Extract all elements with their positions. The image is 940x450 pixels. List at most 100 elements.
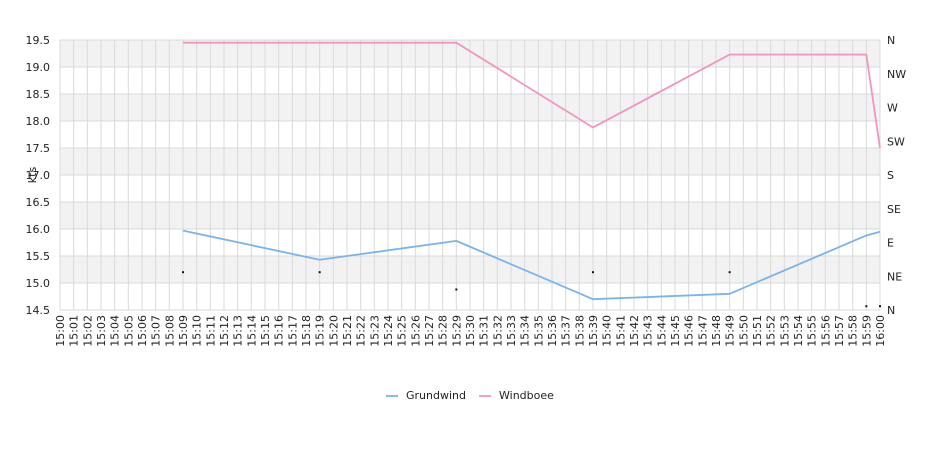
x-tick-label: 15:46 [683,315,696,347]
y-tick-label: 19.0 [26,61,51,74]
horizontal-gridlines [60,39,880,311]
x-tick-label: 15:53 [778,315,791,347]
right-axis-label: S [887,169,894,182]
x-tick-label: 15:48 [710,315,723,347]
right-axis-label: N [887,34,895,47]
legend-item-windboee[interactable]: Windboee [479,389,554,402]
x-tick-label: 15:02 [81,315,94,347]
x-tick-label: 15:59 [860,315,873,347]
legend-item-grundwind[interactable]: Grundwind [386,389,466,402]
x-tick-label: 15:17 [286,315,299,347]
x-tick-label: 15:39 [587,315,600,347]
x-tick-label: 15:54 [792,315,805,347]
x-axis-ticks: 15:00 15:01 15:02 15:03 15:04 15:05 15:06 15:07… [54,315,887,347]
direction-marker [879,305,881,308]
x-tick-label: 15:14 [245,315,258,347]
x-tick-label: 15:27 [423,315,436,347]
x-tick-label: 15:16 [273,315,286,347]
x-tick-label: 15:05 [122,315,135,347]
y-axis-label: kts [26,167,39,184]
x-tick-label: 15:26 [409,315,422,347]
x-tick-label: 15:12 [218,315,231,347]
x-tick-label: 15:03 [95,315,108,347]
x-tick-label: 15:50 [737,315,750,347]
y-tick-label: 17.5 [26,142,51,155]
x-tick-label: 15:44 [655,315,668,347]
y-tick-label: 16.5 [26,196,51,209]
direction-marker [592,271,594,274]
x-tick-label: 15:30 [464,315,477,347]
x-tick-label: 15:41 [614,315,627,347]
x-tick-label: 15:09 [177,315,190,347]
y-tick-label: 17.0 [26,169,51,182]
x-tick-label: 15:20 [327,315,340,347]
x-tick-label: 15:18 [300,315,313,347]
y-axis-ticks: 14.5 15.0 15.5 16.0 16.5 17.0 17.5 18.0 18.5 19.0… [26,34,51,317]
x-tick-label: 15:55 [806,315,819,347]
series-lines [182,41,881,301]
right-axis-label: E [887,237,894,250]
x-tick-label: 15:33 [505,315,518,347]
direction-marker [318,271,321,274]
x-tick-label: 15:22 [355,315,368,347]
x-tick-label: 15:04 [109,315,122,347]
right-axis-label: W [887,102,898,115]
right-axis-label: N [887,304,895,317]
x-tick-label: 15:58 [847,315,860,347]
x-tick-label: 15:07 [150,315,163,347]
x-tick-label: 15:40 [601,315,614,347]
x-tick-label: 15:49 [724,315,737,347]
x-tick-label: 15:28 [437,315,450,347]
x-tick-label: 15:21 [341,315,354,347]
legend-label: Windboee [499,389,554,402]
x-tick-label: 15:25 [396,315,409,347]
x-tick-label: 15:47 [696,315,709,347]
x-tick-label: 15:23 [368,315,381,347]
x-tick-label: 15:51 [751,315,764,347]
direction-marker [455,288,458,291]
x-tick-label: 15:24 [382,315,395,347]
x-tick-label: 15:35 [532,315,545,347]
y-tick-label: 16.0 [26,223,51,236]
x-tick-label: 15:29 [450,315,463,347]
x-tick-label: 15:57 [833,315,846,347]
direction-points [182,271,881,308]
direction-marker [865,305,868,308]
right-axis-label: NW [887,68,906,81]
x-tick-label: 15:52 [765,315,778,347]
x-tick-label: 15:08 [163,315,176,347]
x-tick-label: 15:13 [232,315,245,347]
y-tick-label: 18.5 [26,88,51,101]
direction-marker [728,271,731,274]
right-axis-label: SE [887,203,901,216]
right-axis-ticks: N NE E SE S SW W NW N [887,34,906,317]
legend-label: Grundwind [406,389,466,402]
x-tick-label: 15:19 [314,315,327,347]
x-tick-label: 15:15 [259,315,272,347]
x-tick-label: 15:56 [819,315,832,347]
x-tick-label: 15:42 [628,315,641,347]
right-axis-label: SW [887,135,905,148]
x-tick-label: 15:00 [54,315,67,347]
x-tick-label: 15:43 [642,315,655,347]
x-tick-label: 15:01 [68,315,81,347]
legend[interactable]: Grundwind Windboee [386,389,554,402]
x-tick-label: 15:45 [669,315,682,347]
x-tick-label: 15:11 [204,315,217,347]
direction-marker [182,271,184,274]
y-tick-label: 18.0 [26,115,51,128]
x-tick-label: 15:06 [136,315,149,347]
y-tick-label: 15.0 [26,277,51,290]
x-tick-label: 16:00 [874,315,887,347]
y-tick-label: 14.5 [26,304,51,317]
y-tick-label: 15.5 [26,250,51,263]
x-tick-label: 15:36 [546,315,559,347]
right-axis-label: NE [887,270,902,283]
x-tick-label: 15:31 [478,315,491,347]
x-tick-label: 15:37 [560,315,573,347]
x-tick-label: 15:32 [491,315,504,347]
y-tick-label: 19.5 [26,34,51,47]
x-tick-label: 15:34 [519,315,532,347]
x-tick-label: 15:10 [191,315,204,347]
